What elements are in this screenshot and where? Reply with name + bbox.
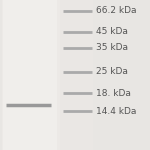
Bar bbox=[60, 0, 93, 150]
Text: 14.4 kDa: 14.4 kDa bbox=[96, 106, 136, 116]
Text: 35 kDa: 35 kDa bbox=[96, 44, 128, 52]
Text: 45 kDa: 45 kDa bbox=[96, 27, 128, 36]
Text: 66.2 kDa: 66.2 kDa bbox=[96, 6, 136, 15]
Bar bbox=[3, 0, 57, 150]
Text: 18. kDa: 18. kDa bbox=[96, 88, 131, 98]
Bar bbox=[2, 0, 93, 150]
Text: 25 kDa: 25 kDa bbox=[96, 68, 128, 76]
